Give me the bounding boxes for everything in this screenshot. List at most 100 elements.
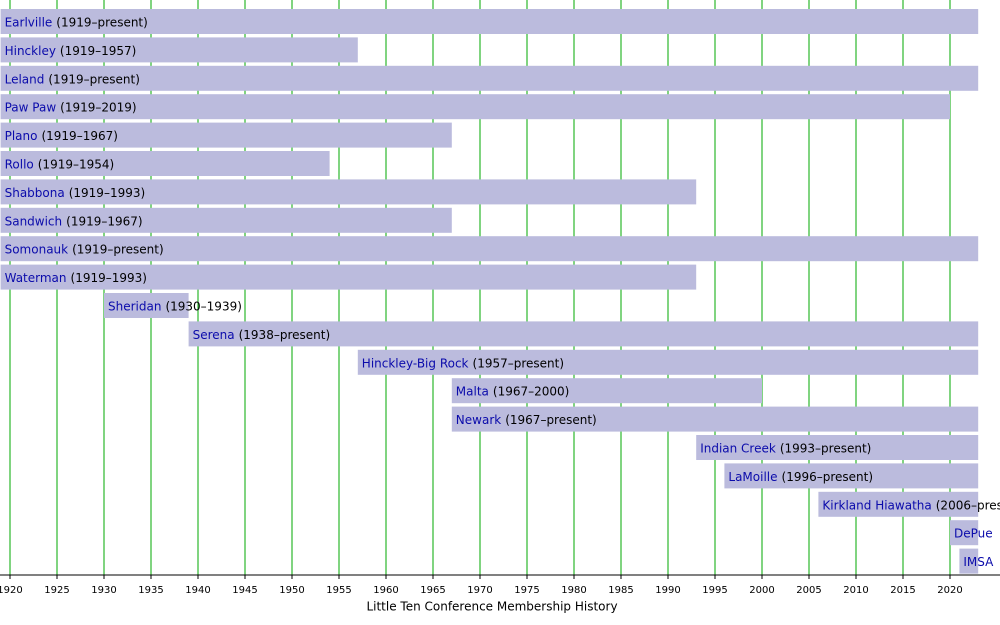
member-period: (1919–present) (48, 72, 140, 86)
x-tick-label: 1975 (514, 585, 539, 596)
member-label: Leland (1919–present) (5, 72, 140, 86)
member-period: (1919–2019) (60, 100, 136, 114)
member-label: Waterman (1919–1993) (5, 271, 147, 285)
member-label: Shabbona (1919–1993) (5, 185, 146, 199)
member-label: Sheridan (1930–1939) (108, 299, 242, 313)
member-label: IMSA (963, 555, 994, 569)
member-name[interactable]: IMSA (963, 555, 994, 569)
member-period: (1993–present) (780, 441, 872, 455)
member-name[interactable]: Serena (193, 327, 235, 341)
x-tick-label: 1990 (655, 585, 680, 596)
x-tick-label: 1940 (185, 585, 210, 596)
member-label: Malta (1967–2000) (456, 384, 570, 398)
member-name[interactable]: Sheridan (108, 299, 161, 313)
membership-bar (104, 293, 189, 318)
member-name[interactable]: Waterman (5, 271, 67, 285)
membership-bar (696, 435, 979, 460)
membership-bar (0, 122, 452, 148)
member-name[interactable]: Paw Paw (5, 100, 57, 114)
member-period: (1996–present) (782, 469, 874, 483)
membership-bar (950, 520, 979, 546)
x-tick-label: 1945 (232, 585, 257, 596)
x-tick-label: 1950 (279, 585, 304, 596)
membership-bar (188, 321, 979, 347)
member-label: Plano (1919–1967) (5, 129, 118, 143)
member-name[interactable]: Leland (5, 72, 45, 86)
member-label: Hinckley-Big Rock (1957–present) (362, 356, 564, 370)
membership-bar (0, 236, 979, 262)
x-tick-label: 1960 (373, 585, 398, 596)
member-period: (1919–1967) (66, 214, 142, 228)
member-name[interactable]: Shabbona (5, 185, 65, 199)
x-tick-label: 1985 (608, 585, 633, 596)
membership-bar (0, 65, 979, 91)
x-tick-label: 1935 (138, 585, 163, 596)
member-period: (1919–1954) (38, 157, 114, 171)
member-label: Paw Paw (1919–2019) (5, 100, 137, 114)
member-name[interactable]: Sandwich (5, 214, 63, 228)
x-tick-label: 1955 (326, 585, 351, 596)
member-label: DePue (954, 526, 993, 540)
x-tick-label: 2000 (749, 585, 774, 596)
member-period: (1957–present) (473, 356, 565, 370)
x-tick-label: 2015 (890, 585, 915, 596)
member-period: (2006–present) (936, 498, 1000, 512)
member-period: (1919–1967) (41, 129, 117, 143)
member-label: Serena (1938–present) (193, 327, 331, 341)
membership-bar (818, 491, 979, 517)
membership-bar (451, 406, 979, 432)
membership-bar (0, 207, 452, 233)
member-label: Sandwich (1919–1967) (5, 214, 143, 228)
member-label: Indian Creek (1993–present) (700, 441, 871, 455)
membership-bar (357, 349, 979, 375)
member-period: (1967–present) (505, 413, 597, 427)
x-tick-label: 1995 (702, 585, 727, 596)
member-label: Newark (1967–present) (456, 413, 597, 427)
membership-bar (0, 94, 951, 120)
member-period: (1930–1939) (165, 299, 241, 313)
member-label: Kirkland Hiawatha (2006–present) (822, 498, 1000, 512)
member-period: (1919–present) (72, 242, 164, 256)
member-name[interactable]: Earlville (5, 15, 53, 29)
membership-bar (0, 179, 697, 205)
member-name[interactable]: Indian Creek (700, 441, 776, 455)
member-label: Hinckley (1919–1957) (5, 43, 137, 57)
member-name[interactable]: Somonauk (5, 242, 69, 256)
x-tick-label: 2020 (937, 585, 962, 596)
member-name[interactable]: DePue (954, 526, 993, 540)
member-period: (1919–present) (56, 15, 148, 29)
x-tick-label: 1920 (0, 585, 23, 596)
x-tick-label: 1970 (467, 585, 492, 596)
membership-bar (0, 264, 697, 290)
x-axis-title: Little Ten Conference Membership History (366, 600, 617, 614)
member-period: (1919–1993) (71, 271, 147, 285)
membership-bar (0, 9, 979, 34)
member-label: Rollo (1919–1954) (5, 157, 115, 171)
member-name[interactable]: Hinckley (5, 43, 56, 57)
membership-bar (959, 548, 979, 574)
x-tick-label: 1925 (44, 585, 69, 596)
member-name[interactable]: LaMoille (728, 469, 777, 483)
member-period: (1967–2000) (493, 384, 569, 398)
bars: Earlville (1919–present)Hinckley (1919–195… (0, 9, 1000, 574)
member-label: LaMoille (1996–present) (728, 469, 873, 483)
member-name[interactable]: Plano (5, 129, 38, 143)
member-label: Earlville (1919–present) (5, 15, 148, 29)
member-name[interactable]: Malta (456, 384, 489, 398)
x-tick-label: 1980 (561, 585, 586, 596)
member-label: Somonauk (1919–present) (5, 242, 164, 256)
x-tick-label: 2010 (843, 585, 868, 596)
member-name[interactable]: Rollo (5, 157, 34, 171)
membership-bar (0, 37, 358, 63)
membership-bar (0, 151, 330, 176)
membership-bar (451, 378, 762, 404)
x-tick-label: 1930 (91, 585, 116, 596)
x-tick-label: 2005 (796, 585, 821, 596)
member-name[interactable]: Kirkland Hiawatha (822, 498, 931, 512)
membership-bar (724, 463, 979, 489)
member-name[interactable]: Hinckley-Big Rock (362, 356, 469, 370)
member-name[interactable]: Newark (456, 413, 501, 427)
member-period: (1919–1993) (69, 185, 145, 199)
member-period: (1938–present) (239, 327, 331, 341)
